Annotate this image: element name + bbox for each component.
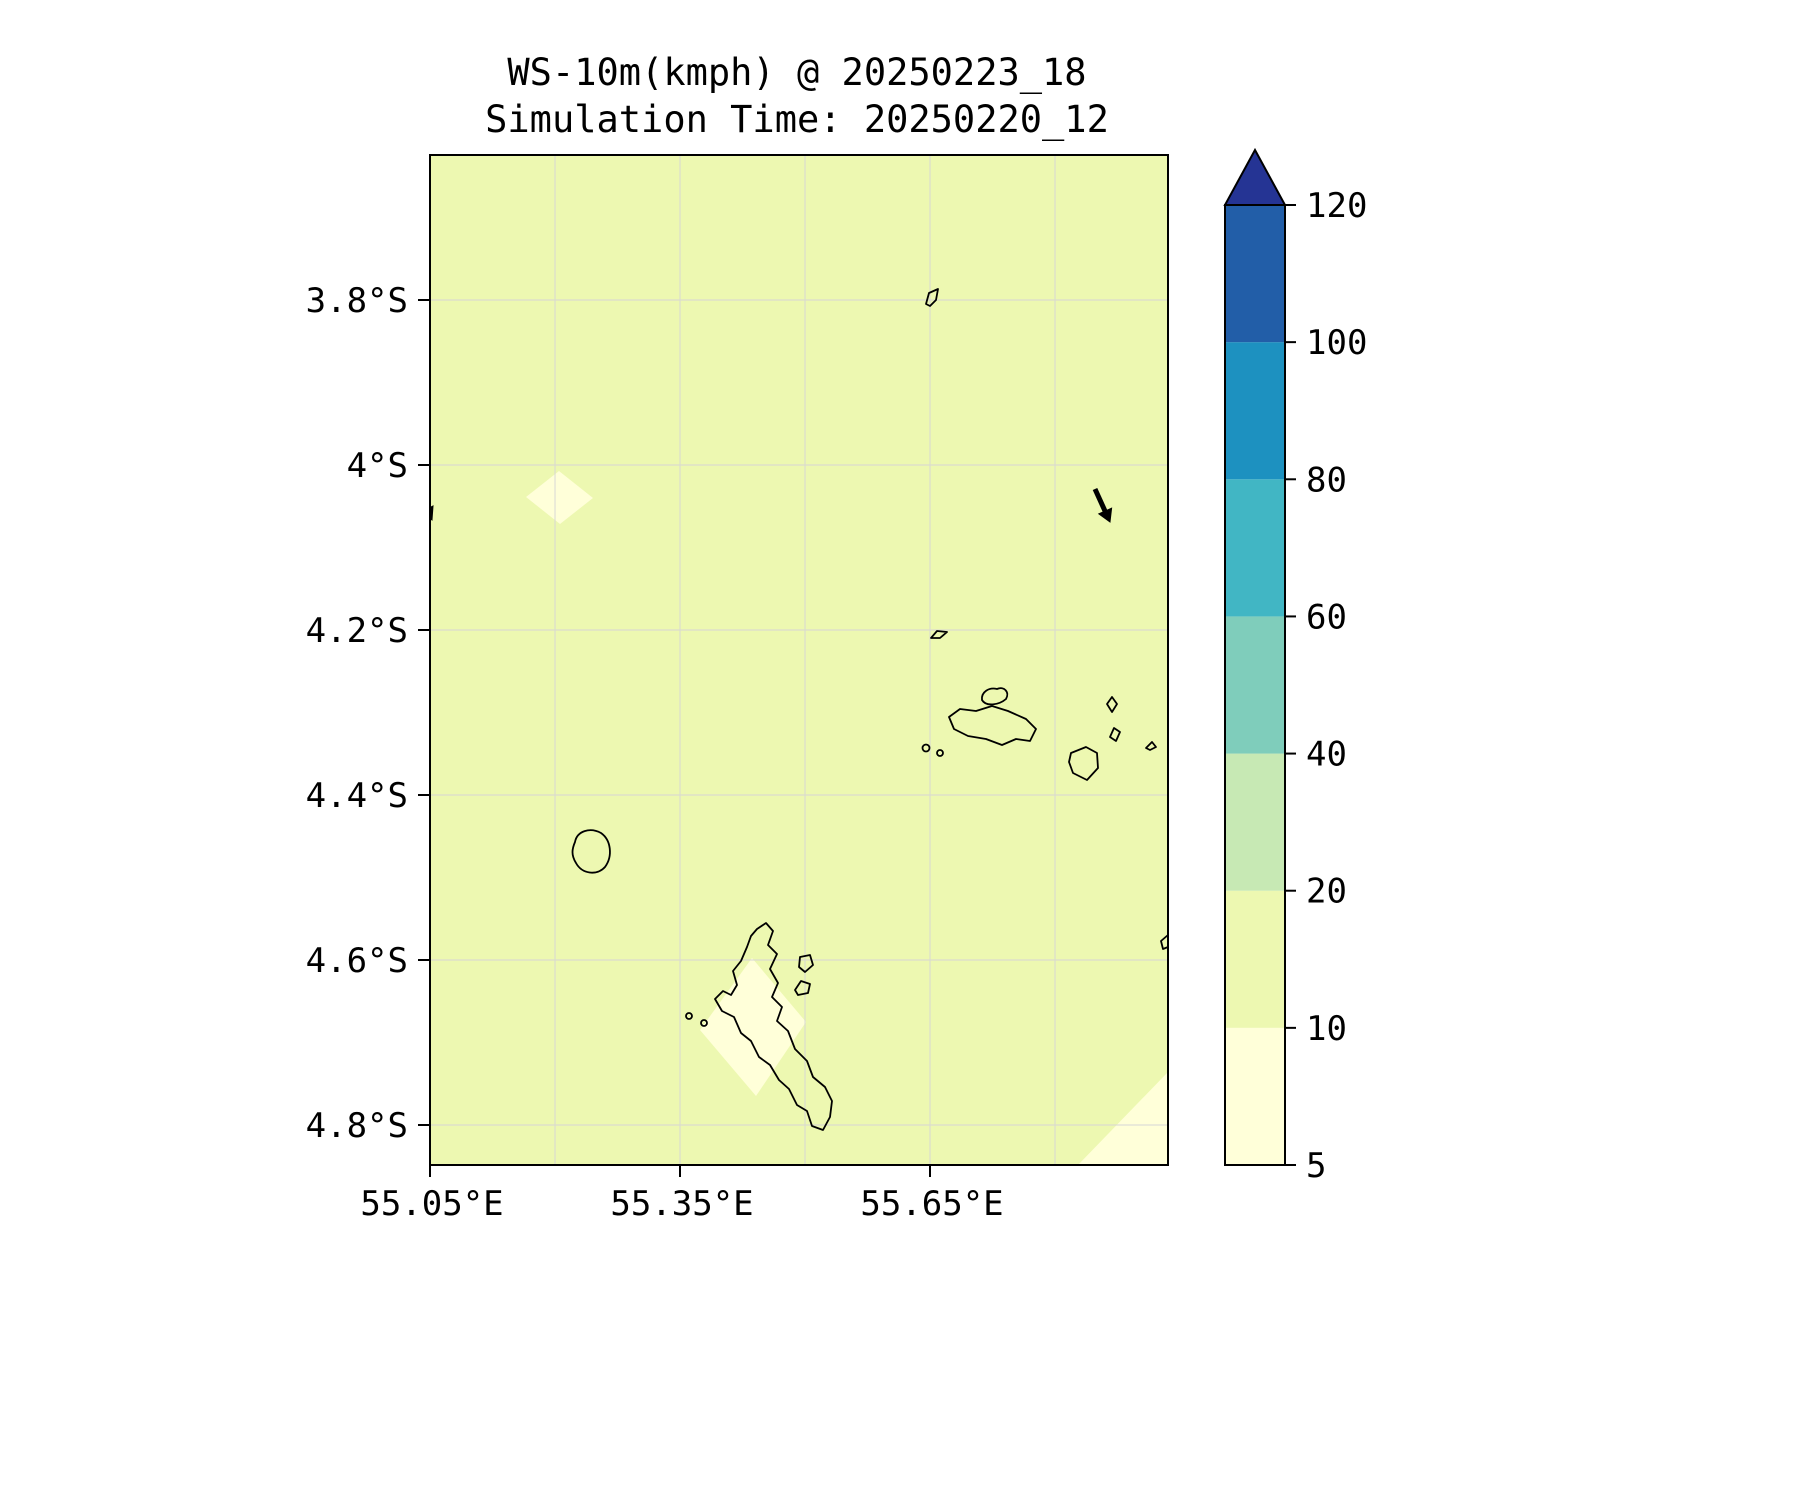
coastline-curieuse bbox=[981, 687, 1009, 706]
y-tick-label: 4°S bbox=[347, 446, 408, 486]
plot-frame bbox=[429, 154, 1169, 1166]
coastline-islet-east bbox=[1145, 741, 1157, 751]
y-tick-label: 4.6°S bbox=[306, 941, 408, 981]
chart-subtitle: Simulation Time: 20250220_12 bbox=[485, 98, 1109, 142]
coastline-praslin bbox=[948, 705, 1037, 746]
colorbar-tick-label: 100 bbox=[1306, 323, 1367, 363]
axis-ticks bbox=[418, 299, 931, 1177]
wind-arrow-head bbox=[1097, 507, 1113, 523]
colorbar-tick-label: 20 bbox=[1306, 872, 1347, 912]
x-tick-label: 55.65°E bbox=[860, 1184, 1003, 1224]
colorbar-tick-label: 80 bbox=[1306, 460, 1347, 500]
y-tick-label: 3.8°S bbox=[306, 281, 408, 321]
y-tick-label: 4.4°S bbox=[306, 776, 408, 816]
x-tick-label: 55.05°E bbox=[360, 1184, 503, 1224]
map-background-fill bbox=[430, 155, 1168, 1165]
colorbar: 5 10 20 40 60 80 100 120 bbox=[1223, 147, 1367, 1186]
y-tick-label: 4.8°S bbox=[306, 1106, 408, 1146]
coastline-islet-mahe-west bbox=[700, 1019, 708, 1027]
coastline-mahe bbox=[714, 922, 833, 1131]
coastline-islet-dot bbox=[936, 749, 944, 757]
x-tick-label: 55.35°E bbox=[610, 1184, 753, 1224]
colorbar-tick-label: 60 bbox=[1306, 597, 1347, 637]
wind-arrow-shaft bbox=[1092, 487, 1108, 513]
low-wind-patch-southeast-corner bbox=[1078, 1072, 1168, 1165]
low-wind-patch-main-island bbox=[700, 958, 806, 1096]
coastline-islet-right-edge bbox=[1160, 934, 1168, 950]
colorbar-tick-label: 5 bbox=[1306, 1146, 1326, 1186]
colorbar-band-10-20 bbox=[1225, 890, 1285, 1028]
wind-arrow-head-clipped bbox=[430, 505, 434, 521]
coastline-islet-mahe-east bbox=[794, 980, 811, 996]
coastline-islet-mahe-west bbox=[685, 1012, 693, 1020]
colorbar-band-60-80 bbox=[1225, 479, 1285, 617]
colorbar-band-20-40 bbox=[1225, 753, 1285, 891]
coastline-small-islet bbox=[930, 630, 948, 639]
coastline-silhouette bbox=[571, 829, 611, 874]
coastline-north-islet-icon bbox=[925, 288, 939, 307]
colorbar-band-100-120 bbox=[1225, 205, 1285, 343]
colorbar-ticks bbox=[1285, 204, 1296, 1166]
coastline-islet-dot bbox=[921, 743, 931, 753]
coastline-la-digue bbox=[1068, 746, 1099, 781]
chart-title: WS-10m(kmph) @ 20250223_18 bbox=[507, 51, 1086, 95]
low-wind-patch-northwest bbox=[526, 471, 593, 524]
colorbar-tick-label: 120 bbox=[1306, 186, 1367, 226]
coastline-islet-ne bbox=[1109, 727, 1121, 742]
colorbar-band-80-100 bbox=[1225, 342, 1285, 480]
colorbar-band-40-60 bbox=[1225, 616, 1285, 754]
coastline-islet-ne bbox=[1106, 696, 1118, 713]
y-tick-label: 4.2°S bbox=[306, 611, 408, 651]
colorbar-tick-label: 10 bbox=[1306, 1009, 1347, 1049]
coastlines-group bbox=[571, 288, 1168, 1131]
coastline-islet-mahe-east bbox=[798, 954, 814, 973]
colorbar-tick-label: 40 bbox=[1306, 735, 1347, 775]
colorbar-band-5-10 bbox=[1225, 1027, 1285, 1165]
colorbar-extend-triangle-icon bbox=[1223, 147, 1287, 206]
map-plot-area bbox=[430, 155, 1168, 1165]
wind-arrow-shaft-clipped bbox=[430, 503, 432, 508]
colorbar-outline bbox=[1224, 204, 1286, 1166]
